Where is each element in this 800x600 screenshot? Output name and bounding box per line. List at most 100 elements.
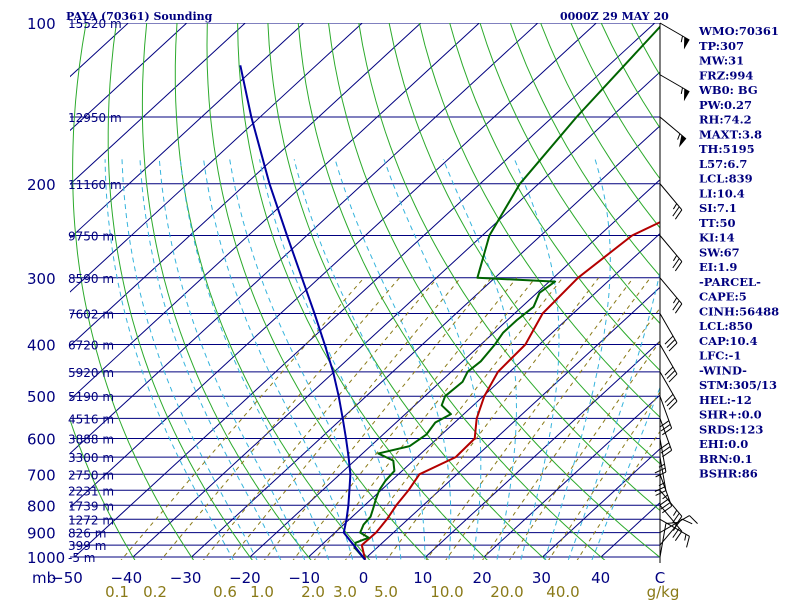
parcel-trace [239,65,366,560]
moist-adiabat [179,159,330,560]
index-value: SRDS:123 [699,422,763,436]
height-label: 9750 m [68,229,114,243]
height-label: 1739 m [68,499,114,513]
wind-barb [659,515,698,533]
index-value: FRZ:994 [699,68,753,82]
mixing-ratio-tick-label: 40.0 [546,583,579,600]
sounding-traces [239,25,660,560]
wind-barb [659,116,687,148]
isotherm-line [308,232,660,558]
isotherm-line [74,23,656,558]
mixing-ratio-line [160,277,400,560]
mixing-ratio-tick-label: 0.2 [143,583,167,600]
index-value: HEL:-12 [699,393,752,407]
station-title: PAYA (70361) Sounding [66,10,213,23]
height-label: 2750 m [68,468,114,482]
pressure-tick-label: 200 [27,176,56,194]
mixing-ratio-tick-label: 5.0 [374,583,398,600]
temperature-tick-label: 20 [473,569,492,587]
moist-adiabat [104,159,234,560]
index-value: MAXT:3.8 [699,127,762,141]
wind-barb [659,74,690,102]
isotherm-line [70,23,363,293]
wind-barb [659,504,683,541]
temperature-tick-label: −10 [288,569,320,587]
mixing-ratio-line [229,277,461,560]
isotherm-line [542,448,660,558]
wind-barb [659,396,673,436]
index-value: -PARCEL- [699,275,761,289]
moist-adiabat [567,269,660,560]
temperature-tick-label: −40 [110,569,142,587]
height-label: 5190 m [68,390,114,404]
index-value: LCL:839 [699,172,753,186]
height-label: -5 m [68,551,95,565]
height-label: 1272 m [68,513,114,527]
mixing-ratio-line [313,277,536,560]
dry-adiabat [509,23,660,277]
index-value: SHR+:0.0 [699,408,762,422]
isotherm-line [483,394,660,558]
wind-barb [659,277,683,314]
wind-barb [659,235,683,272]
temperature-tick-label: −50 [51,569,83,587]
index-value: TP:307 [699,39,744,53]
wind-barb [659,418,673,458]
moist-adiabat [229,159,378,560]
wind-barb [654,438,667,478]
pressure-tick-label: 1000 [27,549,65,567]
mixing-ratio-line [548,391,660,560]
mixing-ratio-line [445,277,651,560]
dry-adiabat [70,418,136,560]
mixing-ratio-tick-label: 2.0 [301,583,325,600]
mixing-ratio-tick-label: 10.0 [430,583,463,600]
mixing-ratio-line [508,340,660,560]
index-value: MW:31 [699,54,744,68]
mixing-ratio-tick-label: 20.0 [490,583,523,600]
wind-barb [659,183,683,220]
dry-adiabat [237,23,488,560]
dry-adiabat [206,23,430,560]
moist-adiabat [158,159,306,560]
mixing-ratio-line [425,277,634,560]
index-value: LI:10.4 [699,186,745,200]
isotherm-line [70,23,305,239]
mixing-ratio-tick-label: 0.1 [105,583,129,600]
isotherm-line [366,286,660,558]
mixing-ratio-line [292,277,518,560]
wind-barb [659,22,690,50]
pressure-tick-label: 300 [27,270,56,288]
chart-grid [70,23,660,560]
height-label: 826 m [68,527,106,541]
moist-adiabat [334,159,452,560]
height-label: 3300 m [68,451,114,465]
wind-barb [659,371,678,410]
dry-adiabat [327,23,660,559]
wind-barb [659,313,678,352]
wind-barb [659,518,693,546]
isotherm-line [70,23,246,185]
temperature-tick-label: −30 [170,569,202,587]
moist-adiabat [121,159,258,560]
pressure-tick-label: 700 [27,466,56,484]
pressure-unit-label: mb [32,569,56,587]
mixing-ratio-line [482,307,660,560]
index-value: LFC:-1 [699,349,741,363]
index-value: WB0: BG [698,83,758,97]
index-value: RH:74.2 [699,113,752,127]
height-label: 11160 m [68,178,122,192]
moist-adiabat [139,159,282,560]
isotherm-line [70,23,188,132]
index-value: CAP:10.4 [699,334,758,348]
isotherm-line [249,179,660,558]
isotherm-line [70,23,539,455]
valid-time: 0000Z 29 MAY 20 [560,10,669,23]
index-value: TT:50 [699,216,736,230]
temperature-tick-label: 30 [532,569,551,587]
isotherm-line [70,23,480,401]
pressure-tick-label: 900 [27,525,56,543]
moist-adiabat [591,386,660,560]
index-value: CAPE:5 [699,290,747,304]
